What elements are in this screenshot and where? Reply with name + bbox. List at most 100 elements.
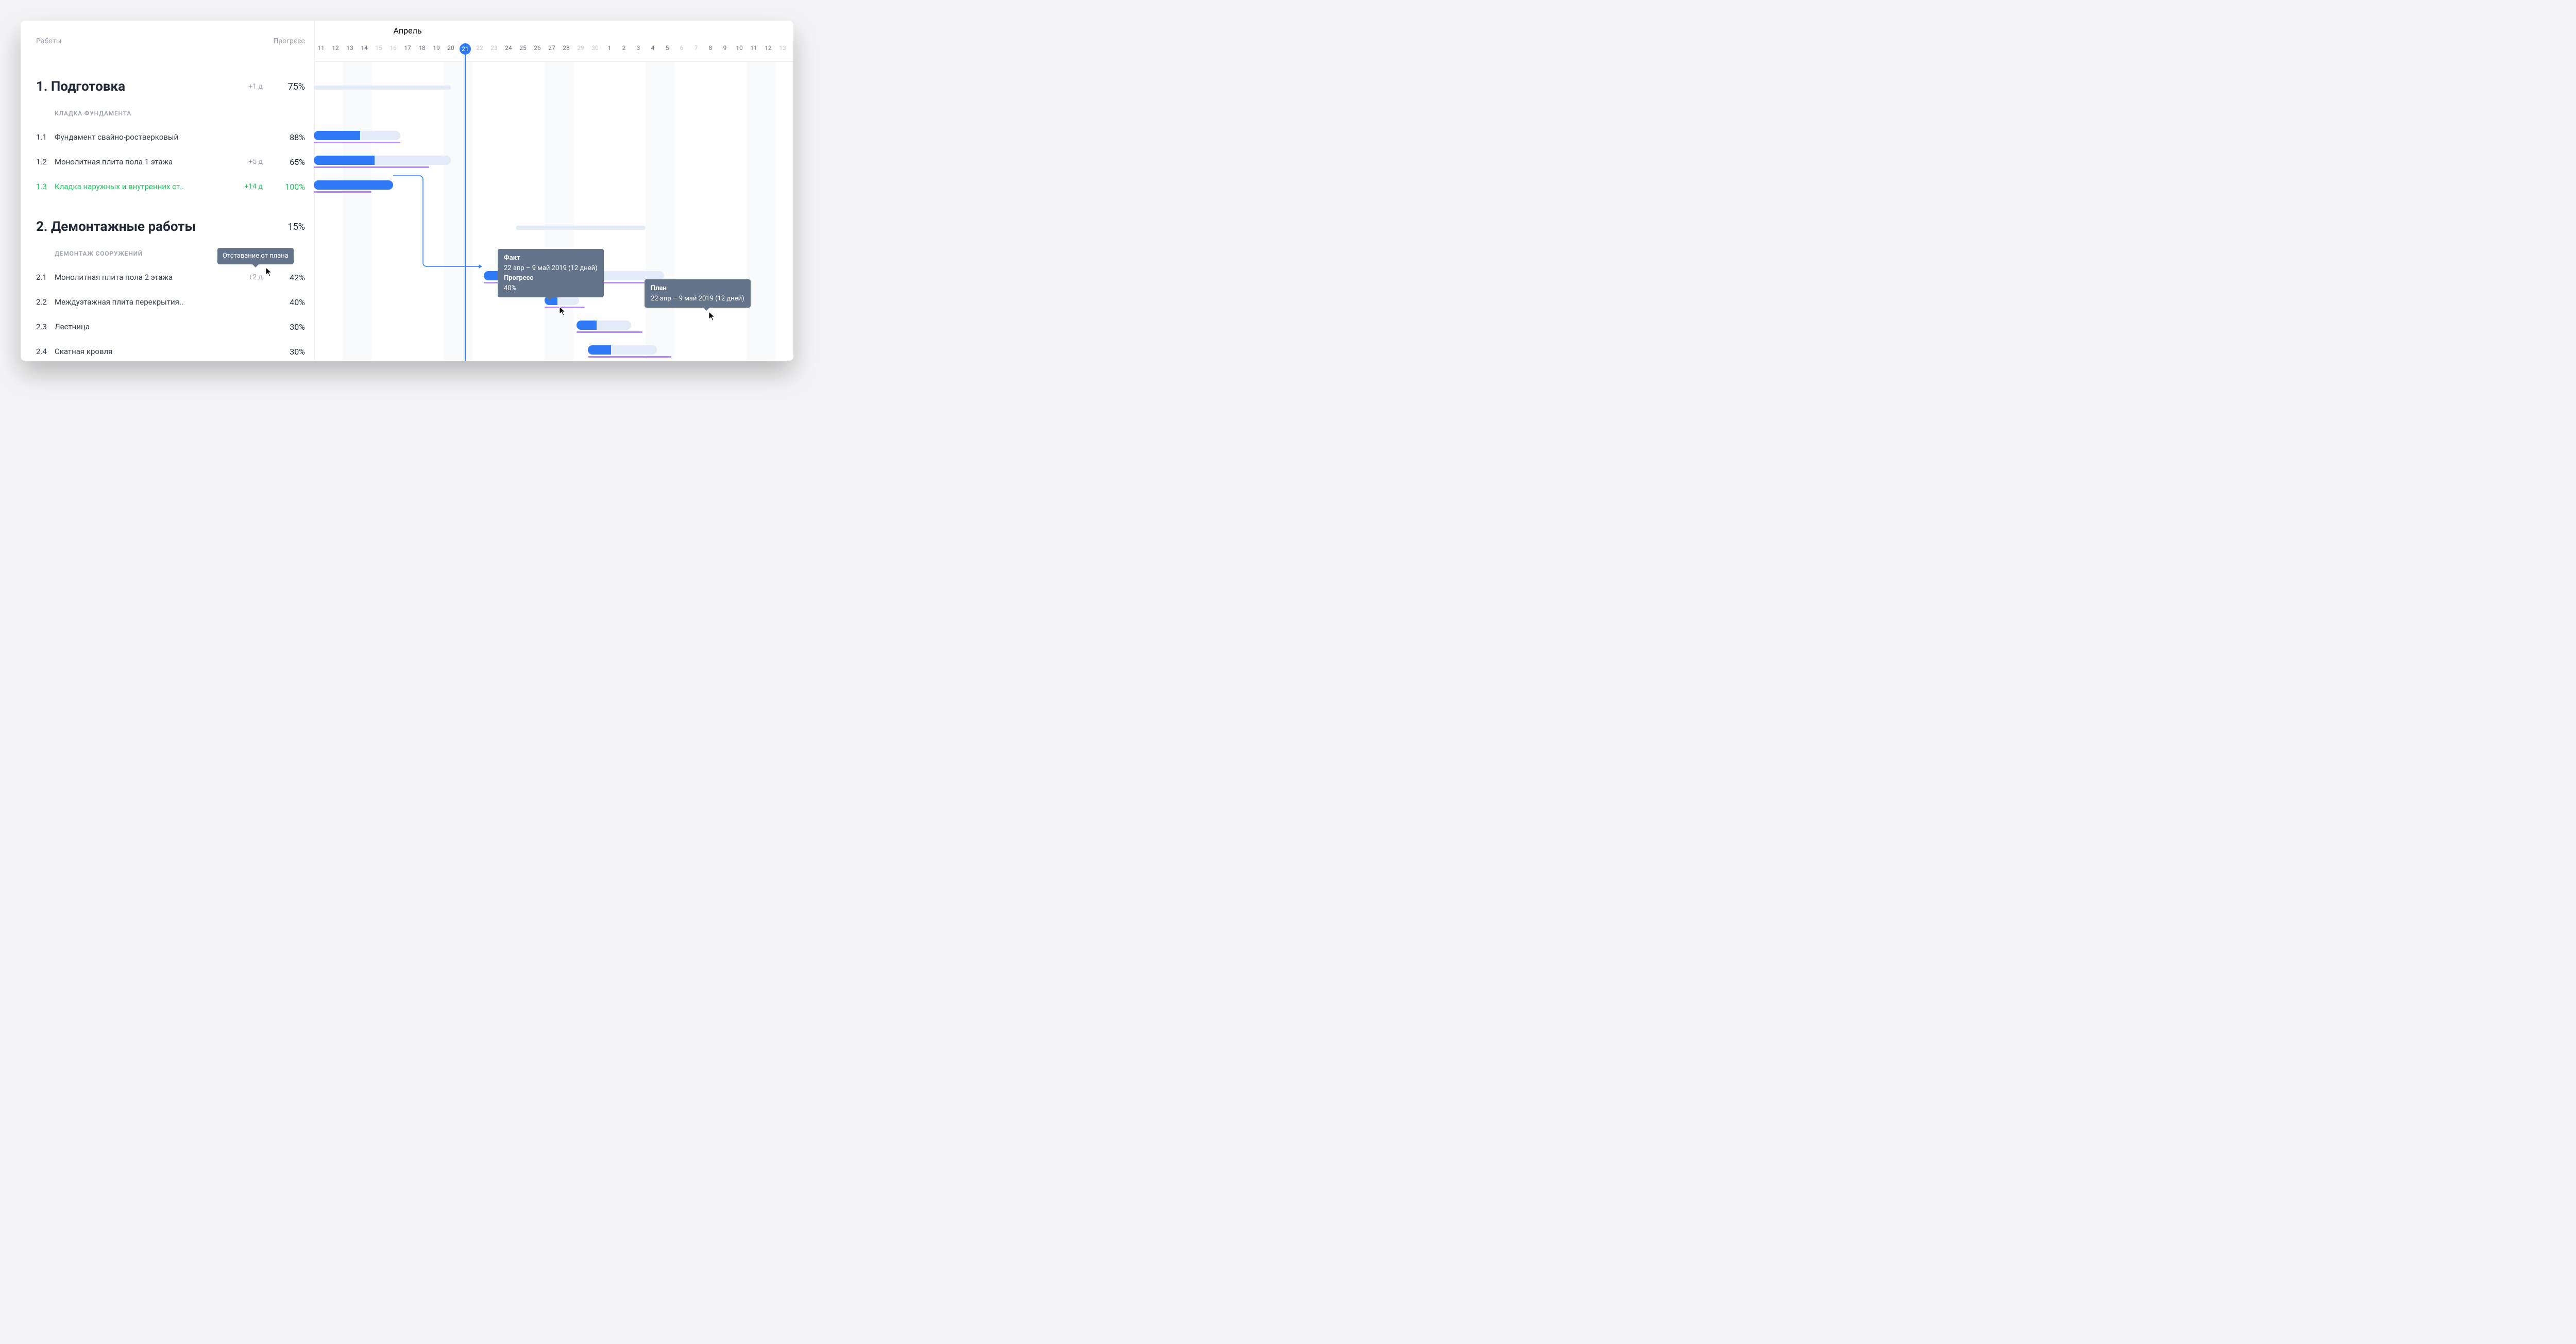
day-cell[interactable]: 24	[501, 44, 516, 52]
header-progress-label: Прогресс	[263, 37, 314, 45]
day-cell[interactable]: 27	[545, 44, 559, 52]
gantt-row	[315, 339, 793, 361]
today-line	[465, 49, 466, 361]
day-cell[interactable]: 25	[516, 44, 530, 52]
task-row[interactable]: 1.1Фундамент свайно-ростверковый88%	[21, 125, 314, 149]
day-cell[interactable]: 16	[386, 44, 400, 52]
day-cell[interactable]: 4	[646, 44, 660, 52]
progress-value: 40%	[263, 297, 314, 307]
left-pane: Работы Прогресс 1. Подготовка+1 д75% КЛАД…	[21, 21, 314, 361]
day-cell[interactable]: 17	[400, 44, 415, 52]
task-row[interactable]: 1.3Кладка наружных и внутренних ст..+14 …	[21, 174, 314, 199]
progress-value: 88%	[263, 132, 314, 142]
delay-value[interactable]: +2 д	[232, 273, 263, 281]
progress-value: 75%	[263, 81, 314, 92]
day-cell[interactable]: 13	[775, 44, 790, 52]
task-bar-fill	[314, 180, 393, 190]
day-cell[interactable]: 22	[472, 44, 487, 52]
day-cell[interactable]: 7	[689, 44, 703, 52]
day-cell[interactable]: 8	[703, 44, 718, 52]
task-row[interactable]: 2.2Междуэтажная плита перекрытия.. 40%	[21, 290, 314, 314]
day-cell[interactable]: 11	[747, 44, 761, 52]
task-number: 2.1	[36, 273, 55, 282]
task-bar-fill	[588, 345, 611, 355]
task-bar-fill	[314, 156, 375, 165]
day-cell[interactable]: 19	[429, 44, 444, 52]
progress-value: 65%	[263, 157, 314, 167]
plan-line[interactable]	[314, 191, 371, 193]
day-cell[interactable]: 2	[617, 44, 631, 52]
gantt-panel: Работы Прогресс 1. Подготовка+1 д75% КЛАД…	[21, 21, 793, 361]
summary-bar[interactable]	[314, 86, 451, 90]
group-title: КЛАДКА ФУНДАМЕНТА	[55, 110, 314, 117]
gantt-row	[315, 102, 793, 125]
task-name: Междуэтажная плита перекрытия..	[55, 297, 232, 307]
day-cell[interactable]: 14	[357, 44, 371, 52]
summary-bar[interactable]	[516, 226, 646, 230]
tooltip: План22 апр – 9 май 2019 (12 дней)	[645, 279, 751, 308]
task-name: Лестница	[55, 322, 232, 331]
day-cell[interactable]: 1	[602, 44, 617, 52]
day-cell[interactable]: 20	[444, 44, 458, 52]
gantt-row	[315, 149, 793, 174]
task-row[interactable]: 2.3Лестница30%	[21, 314, 314, 339]
delay-value[interactable]: +14 д	[232, 182, 263, 191]
day-cell[interactable]: 30	[588, 44, 602, 52]
section-title: 1. Подготовка	[36, 79, 232, 94]
delay-value[interactable]: +5 д	[232, 158, 263, 166]
task-number: 2.4	[36, 347, 55, 356]
plan-line[interactable]	[588, 356, 671, 358]
task-number: 1.2	[36, 157, 55, 166]
plan-line[interactable]	[314, 142, 400, 143]
day-cell[interactable]: 9	[718, 44, 732, 52]
header-works-label: Работы	[36, 37, 232, 45]
day-cell[interactable]: 29	[573, 44, 588, 52]
plan-line[interactable]	[545, 307, 585, 308]
task-row[interactable]: 2.1Монолитная плита пола 2 этажа+2 д42%	[21, 265, 314, 290]
day-cell[interactable]: 23	[487, 44, 501, 52]
day-cell[interactable]: 6	[674, 44, 689, 52]
section-row: 2. Демонтажные работы15%	[21, 211, 314, 242]
day-cell[interactable]: 28	[559, 44, 573, 52]
task-row[interactable]: 1.2Монолитная плита пола 1 этажа+5 д65%	[21, 149, 314, 174]
gantt-row	[315, 71, 793, 102]
task-bar[interactable]	[314, 131, 400, 140]
day-cell[interactable]: 26	[530, 44, 545, 52]
day-cell[interactable]: 15	[371, 44, 386, 52]
left-header: Работы Прогресс	[21, 21, 314, 62]
task-row[interactable]: 2.4Скатная кровля30%	[21, 339, 314, 361]
delay-value: +1 д	[232, 82, 263, 91]
day-cell[interactable]: 12	[761, 44, 775, 52]
task-number: 2.2	[36, 297, 55, 307]
task-name: Монолитная плита пола 2 этажа	[55, 273, 232, 282]
progress-value: 42%	[263, 273, 314, 282]
day-cell[interactable]: 12	[328, 44, 343, 52]
right-pane[interactable]: АпрельМ 11121314151617181920212223242526…	[314, 21, 793, 361]
timeline-header: АпрельМ 11121314151617181920212223242526…	[315, 21, 793, 62]
day-cell[interactable]: 3	[631, 44, 646, 52]
tooltip: Факт22 апр – 9 май 2019 (12 дней)Прогрес…	[498, 249, 604, 297]
task-bar[interactable]	[314, 180, 393, 190]
section-row: 1. Подготовка+1 д75%	[21, 71, 314, 102]
day-cell[interactable]: 18	[415, 44, 429, 52]
day-cell[interactable]: 14	[790, 44, 793, 52]
day-cell[interactable]: 11	[314, 44, 328, 52]
day-cell[interactable]: 5	[660, 44, 674, 52]
task-bar-fill	[577, 321, 597, 330]
month-label: Апрель	[393, 26, 421, 36]
tooltip: Отставание от плана	[217, 248, 294, 264]
task-name: Кладка наружных и внутренних ст..	[55, 182, 232, 191]
task-bar[interactable]	[588, 345, 657, 355]
gantt-row	[315, 314, 793, 339]
task-number: 2.3	[36, 322, 55, 331]
task-name: Фундамент свайно-ростверковый	[55, 132, 232, 142]
task-bar[interactable]	[577, 321, 631, 330]
group-header: КЛАДКА ФУНДАМЕНТА	[21, 102, 314, 125]
day-cell[interactable]: 10	[732, 44, 747, 52]
plan-line[interactable]	[577, 331, 643, 333]
gantt-row	[315, 174, 793, 199]
day-cell[interactable]: 13	[343, 44, 357, 52]
task-bar[interactable]	[314, 156, 451, 165]
task-bar-fill	[314, 131, 360, 140]
plan-line[interactable]	[314, 166, 429, 168]
